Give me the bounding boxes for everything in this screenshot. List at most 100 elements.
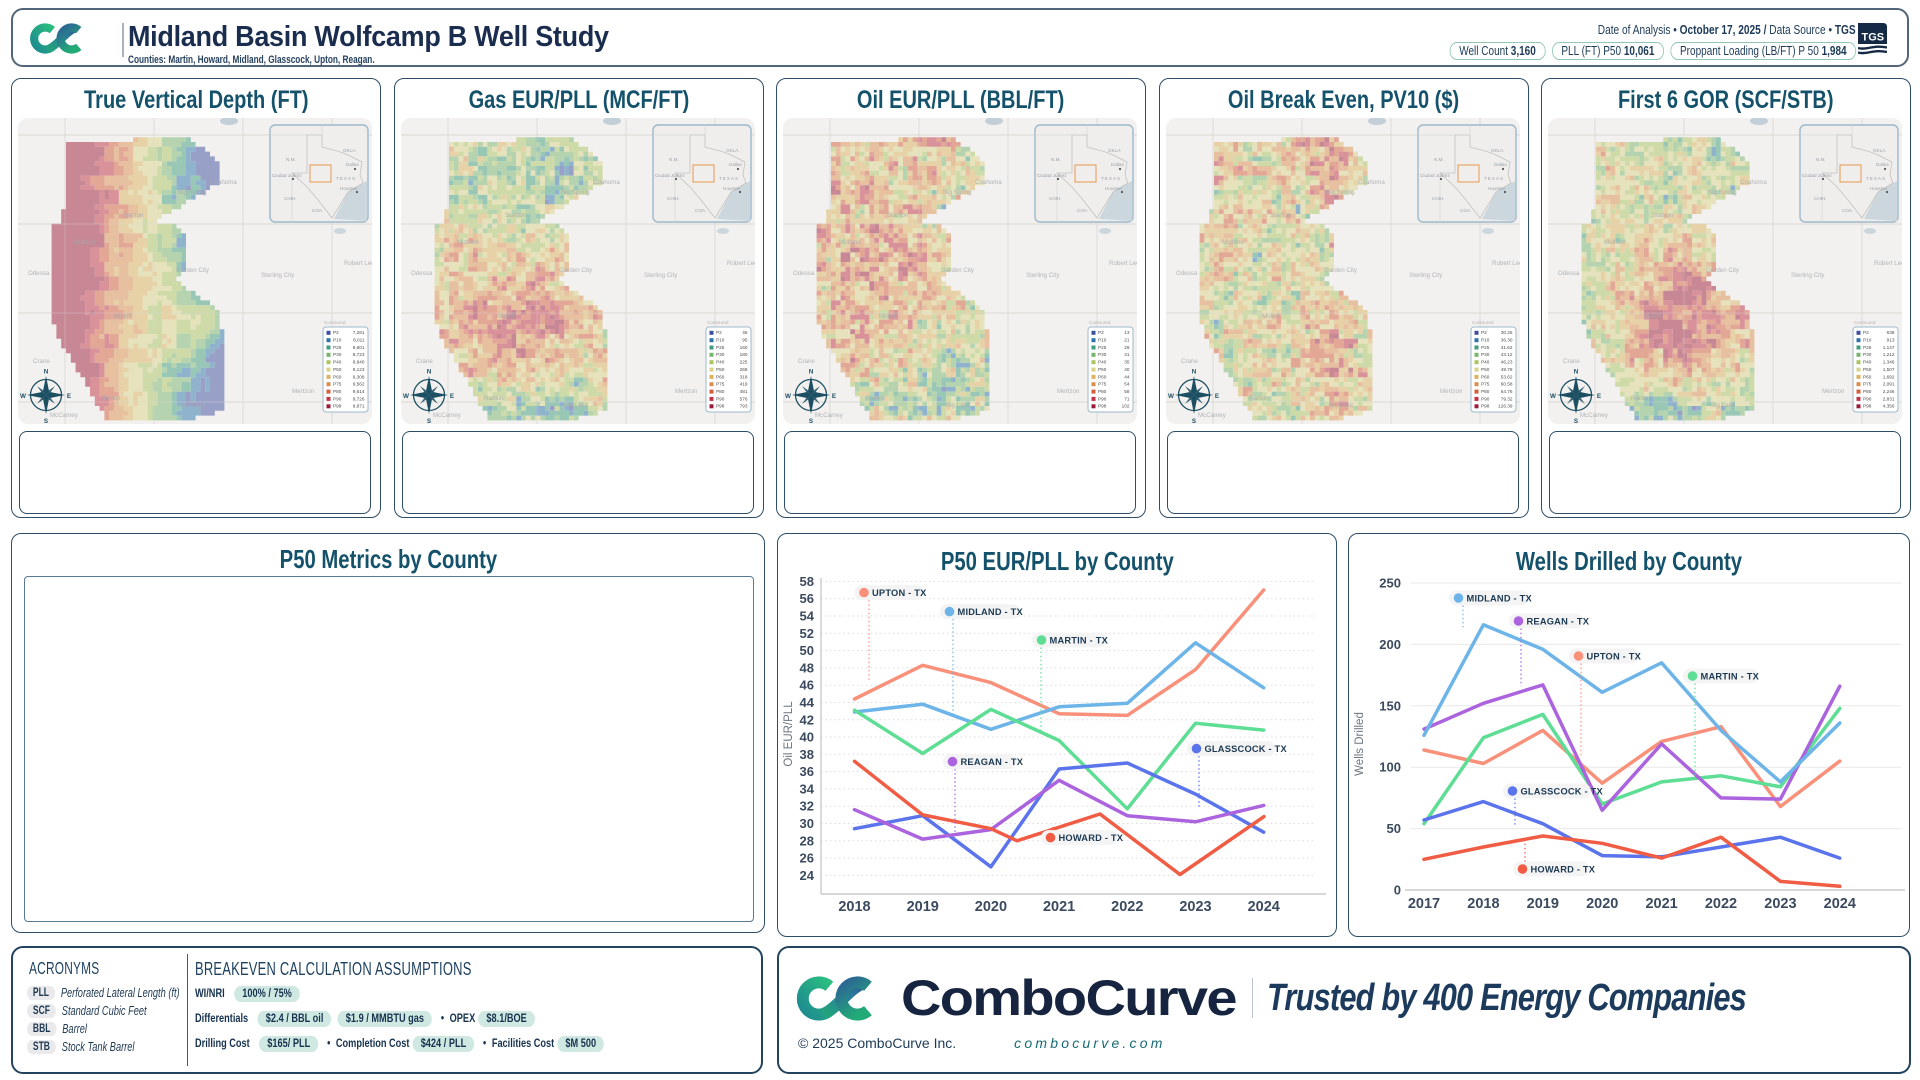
svg-text:46.23: 46.23 — [1500, 360, 1512, 365]
svg-text:COA.: COA. — [1460, 208, 1471, 213]
svg-text:P40: P40 — [716, 360, 725, 365]
svg-text:TGS: TGS — [1862, 32, 1885, 44]
svg-text:P60: P60 — [1863, 374, 1872, 379]
svg-text:N.M.: N.M. — [1051, 157, 1061, 162]
svg-text:P2: P2 — [333, 330, 339, 335]
svg-text:Big Spring: Big Spring — [1708, 189, 1737, 196]
svg-text:1,507: 1,507 — [1883, 367, 1895, 372]
svg-text:Contoured: Contoured — [1089, 320, 1111, 325]
svg-text:Sterling City: Sterling City — [1409, 272, 1443, 279]
svg-text:P50: P50 — [1863, 367, 1872, 372]
svg-text:Big Lake: Big Lake — [181, 402, 206, 409]
svg-text:2017: 2017 — [1408, 896, 1440, 912]
svg-text:7,281: 7,281 — [353, 330, 365, 335]
svg-text:P98: P98 — [1481, 404, 1490, 409]
svg-text:Garden City: Garden City — [176, 267, 210, 274]
svg-text:126.39: 126.39 — [1498, 404, 1513, 409]
svg-text:Houston: Houston — [723, 186, 741, 191]
svg-text:W: W — [1168, 393, 1174, 400]
svg-text:Mertzon: Mertzon — [292, 388, 315, 395]
svg-text:40: 40 — [800, 730, 814, 745]
svg-text:P80: P80 — [1481, 389, 1490, 394]
svg-text:P10: P10 — [333, 338, 342, 343]
svg-text:COA.: COA. — [695, 208, 706, 213]
svg-text:2019: 2019 — [1527, 896, 1559, 912]
svg-text:Midkiff: Midkiff — [114, 313, 132, 320]
svg-text:52: 52 — [800, 626, 814, 641]
svg-text:Sterling City: Sterling City — [644, 272, 678, 279]
svg-text:2018: 2018 — [1467, 896, 1499, 912]
svg-text:REAGAN - TX: REAGAN - TX — [1527, 616, 1590, 626]
svg-text:HOWARD - TX: HOWARD - TX — [1531, 864, 1596, 874]
svg-text:32: 32 — [800, 799, 814, 814]
svg-text:36.30: 36.30 — [1500, 338, 1512, 343]
svg-text:Dallas: Dallas — [346, 162, 359, 167]
svg-text:Stanton: Stanton — [887, 212, 909, 219]
svg-text:Dallas: Dallas — [1876, 162, 1889, 167]
svg-text:E: E — [1597, 393, 1601, 400]
svg-text:2024: 2024 — [1248, 899, 1280, 915]
svg-text:UPTON - TX: UPTON - TX — [872, 588, 927, 598]
svg-text:41.62: 41.62 — [1500, 345, 1512, 350]
svg-text:8,940: 8,940 — [353, 360, 365, 365]
svg-text:Mertzon: Mertzon — [1440, 388, 1463, 395]
svg-text:9,614: 9,614 — [353, 389, 365, 394]
svg-text:TEXAS: TEXAS — [1866, 176, 1886, 181]
svg-text:2023: 2023 — [1764, 896, 1796, 912]
svg-text:P2: P2 — [1481, 330, 1487, 335]
svg-text:250: 250 — [1379, 576, 1401, 591]
svg-text:P30: P30 — [333, 352, 342, 357]
svg-text:Robert Lee: Robert Lee — [344, 260, 372, 267]
svg-text:34: 34 — [800, 781, 815, 796]
svg-text:P90: P90 — [1481, 396, 1490, 401]
svg-text:Contoured: Contoured — [707, 320, 729, 325]
svg-text:P50: P50 — [333, 367, 342, 372]
svg-text:P75: P75 — [716, 382, 725, 387]
svg-text:TEXAS: TEXAS — [1101, 176, 1121, 181]
svg-text:P10: P10 — [1098, 338, 1107, 343]
svg-text:P25: P25 — [716, 345, 725, 350]
svg-text:793: 793 — [739, 404, 747, 409]
svg-text:W: W — [1550, 393, 1556, 400]
svg-text:P25: P25 — [1481, 345, 1490, 350]
svg-text:Midkiff: Midkiff — [879, 313, 897, 320]
svg-text:MARTIN - TX: MARTIN - TX — [1050, 635, 1109, 645]
svg-text:29: 29 — [1124, 345, 1130, 350]
svg-text:9,726: 9,726 — [353, 396, 365, 401]
svg-text:150: 150 — [1379, 698, 1401, 713]
svg-text:Contoured: Contoured — [324, 320, 346, 325]
svg-text:P90: P90 — [1098, 396, 1107, 401]
svg-text:OKLA.: OKLA. — [726, 148, 740, 153]
svg-text:Rankin: Rankin — [484, 395, 504, 402]
svg-text:Sterling City: Sterling City — [1026, 272, 1060, 279]
svg-text:W: W — [20, 393, 26, 400]
svg-text:21: 21 — [1124, 338, 1130, 343]
svg-text:Crane: Crane — [1563, 358, 1580, 365]
svg-text:Midland: Midland — [74, 239, 96, 246]
svg-text:P75: P75 — [1481, 382, 1490, 387]
svg-text:Stanton: Stanton — [505, 212, 527, 219]
svg-text:Ciudad Juárez: Ciudad Juárez — [655, 173, 685, 178]
svg-text:1,692: 1,692 — [1883, 374, 1895, 379]
svg-text:TEXAS: TEXAS — [1484, 176, 1504, 181]
svg-text:N.M.: N.M. — [669, 157, 679, 162]
svg-text:McCamey: McCamey — [50, 412, 79, 419]
svg-text:58: 58 — [1124, 389, 1130, 394]
svg-text:OKLA.: OKLA. — [1873, 148, 1887, 153]
svg-text:64.76: 64.76 — [1500, 389, 1512, 394]
svg-text:P10: P10 — [1863, 338, 1872, 343]
svg-text:Coahoma: Coahoma — [210, 179, 237, 186]
svg-text:Big Lake: Big Lake — [1329, 402, 1354, 409]
svg-text:N.M.: N.M. — [286, 157, 296, 162]
svg-text:4,356: 4,356 — [1883, 404, 1895, 409]
svg-text:2018: 2018 — [838, 899, 870, 915]
svg-text:38: 38 — [800, 747, 814, 762]
svg-text:P30: P30 — [716, 352, 725, 357]
svg-text:Crane: Crane — [798, 358, 815, 365]
svg-text:Ciudad Juárez: Ciudad Juárez — [272, 173, 302, 178]
svg-text:N: N — [44, 369, 49, 376]
svg-text:Mertzon: Mertzon — [1822, 388, 1845, 395]
svg-text:58: 58 — [800, 574, 814, 589]
svg-text:Big Spring: Big Spring — [1326, 189, 1355, 196]
svg-text:8,601: 8,601 — [353, 345, 365, 350]
